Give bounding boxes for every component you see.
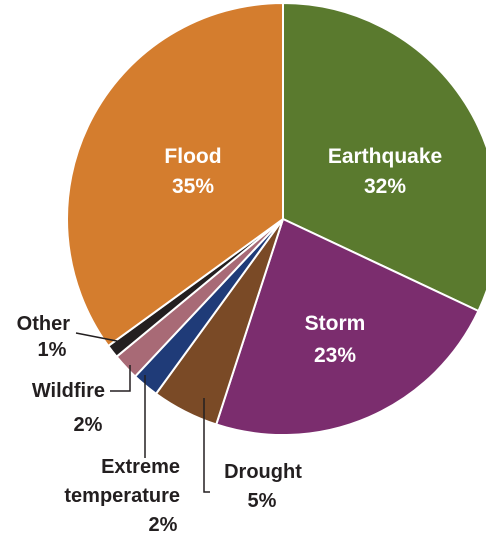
label-earthquake-pct: 32% [364,175,406,198]
label-drought-pct: 5% [248,490,277,512]
label-wildfire-pct: 2% [74,414,103,436]
label-extreme-pct: 2% [149,514,178,536]
slice-flood [66,2,284,347]
label-other-name: Other [17,313,71,335]
leader-wildfire [110,365,131,392]
pie-slices [66,2,486,436]
label-extreme-line2: temperature [64,485,180,507]
leader-other [75,332,123,343]
label-storm-pct: 23% [314,344,356,367]
label-wildfire-name: Wildfire [32,380,105,402]
label-earthquake-name: Earthquake [328,145,442,168]
leader-drought [203,398,210,493]
label-storm-name: Storm [305,312,366,335]
slice-storm [215,218,480,436]
label-flood-pct: 35% [172,175,214,198]
label-other-pct: 1% [38,339,67,361]
label-extreme-line1: Extreme [101,456,180,478]
label-drought-name: Drought [224,461,302,483]
label-flood-name: Flood [164,145,221,168]
slice-earthquake [282,2,486,312]
